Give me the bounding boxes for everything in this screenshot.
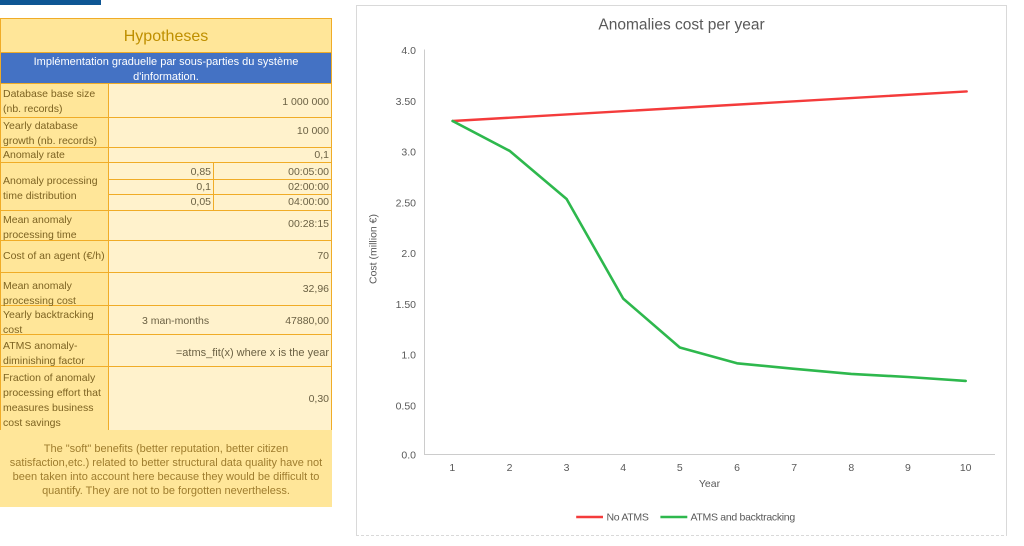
- svg-text:8: 8: [848, 462, 854, 474]
- svg-text:3.50: 3.50: [396, 96, 417, 108]
- svg-text:5: 5: [677, 462, 683, 474]
- svg-text:Anomalies cost per year: Anomalies cost per year: [598, 17, 764, 34]
- svg-text:Cost (million €): Cost (million €): [368, 214, 380, 284]
- svg-text:0.50: 0.50: [396, 400, 417, 412]
- svg-text:No ATMS: No ATMS: [607, 512, 649, 524]
- svg-text:2.50: 2.50: [396, 197, 417, 209]
- svg-text:2: 2: [507, 462, 513, 474]
- svg-text:10: 10: [960, 462, 972, 474]
- svg-text:1.50: 1.50: [396, 299, 417, 311]
- svg-text:ATMS and backtracking: ATMS and backtracking: [691, 512, 796, 524]
- svg-text:1.0: 1.0: [401, 350, 416, 362]
- svg-text:1: 1: [449, 462, 455, 474]
- svg-text:2.0: 2.0: [401, 248, 416, 260]
- svg-text:6: 6: [734, 462, 740, 474]
- svg-text:4.0: 4.0: [401, 45, 416, 57]
- svg-text:3.0: 3.0: [401, 147, 416, 159]
- svg-text:9: 9: [905, 462, 911, 474]
- svg-text:0.0: 0.0: [401, 450, 416, 462]
- svg-text:7: 7: [791, 462, 797, 474]
- svg-text:Year: Year: [699, 478, 721, 490]
- svg-text:3: 3: [564, 462, 570, 474]
- svg-text:4: 4: [620, 462, 626, 474]
